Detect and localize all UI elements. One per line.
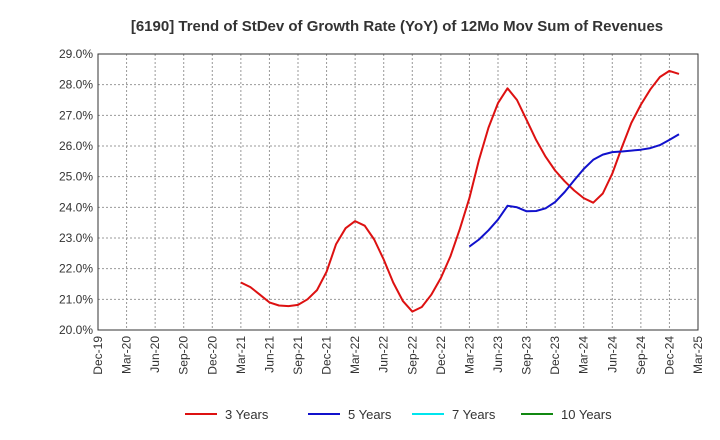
series-line-5-years <box>468 133 680 248</box>
y-tick-label: 26.0% <box>59 139 93 153</box>
y-axis: 20.0% 21.0% 22.0% 23.0% 24.0% 25.0% 26.0% 27.0%… <box>59 47 93 337</box>
y-tick-label: 23.0% <box>59 231 93 245</box>
x-tick-label: Dec-22 <box>434 336 448 375</box>
x-tick-label: Jun-24 <box>605 336 619 373</box>
x-axis: Dec-19 Mar-20 Jun-20 Sep-20 Dec-20 Mar-21 Jun-… <box>91 336 705 375</box>
legend-label-5-years: 5 Years <box>348 407 392 422</box>
x-tick-label: Jun-23 <box>491 336 505 373</box>
x-tick-label: Dec-21 <box>320 336 334 375</box>
y-tick-label: 25.0% <box>59 170 93 184</box>
y-tick-label: 24.0% <box>59 200 93 214</box>
x-tick-label: Mar-24 <box>577 336 591 374</box>
x-tick-label: Jun-22 <box>377 336 391 373</box>
x-tick-label: Dec-20 <box>205 336 219 375</box>
x-tick-label: Sep-20 <box>177 336 191 375</box>
x-tick-label: Sep-23 <box>520 336 534 375</box>
y-tick-label: 28.0% <box>59 78 93 92</box>
y-tick-label: 29.0% <box>59 47 93 61</box>
y-tick-label: 22.0% <box>59 262 93 276</box>
series-layer <box>240 69 680 313</box>
x-tick-label: Mar-20 <box>120 336 134 374</box>
legend-label-3-years: 3 Years <box>225 407 269 422</box>
x-tick-label: Jun-21 <box>262 336 276 373</box>
legend: 3 Years 5 Years 7 Years 10 Years <box>185 407 612 422</box>
x-tick-label: Mar-23 <box>462 336 476 374</box>
x-tick-label: Dec-23 <box>548 336 562 375</box>
grid <box>97 53 699 331</box>
x-tick-label: Mar-22 <box>348 336 362 374</box>
series-line-3-years <box>240 69 680 313</box>
legend-label-10-years: 10 Years <box>561 407 612 422</box>
x-tick-label: Dec-24 <box>662 336 676 375</box>
x-tick-label: Mar-21 <box>234 336 248 374</box>
x-tick-label: Sep-22 <box>405 336 419 375</box>
x-tick-label: Sep-24 <box>634 336 648 375</box>
y-tick-label: 21.0% <box>59 292 93 306</box>
plot-frame <box>97 53 699 331</box>
x-tick-label: Jun-20 <box>148 336 162 373</box>
x-tick-label: Sep-21 <box>291 336 305 375</box>
chart-title: [6190] Trend of StDev of Growth Rate (Yo… <box>131 18 663 35</box>
x-tick-label: Dec-19 <box>91 336 105 375</box>
legend-label-7-years: 7 Years <box>452 407 496 422</box>
y-tick-label: 27.0% <box>59 108 93 122</box>
y-tick-label: 20.0% <box>59 323 93 337</box>
x-tick-label: Mar-25 <box>691 336 705 374</box>
